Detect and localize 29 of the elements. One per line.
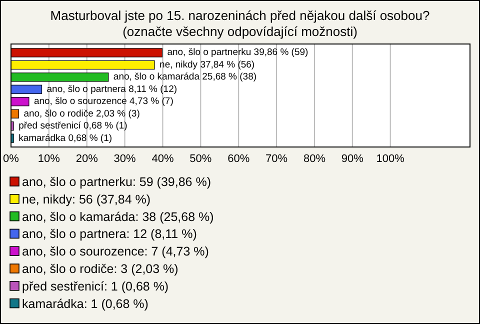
- x-tick-label: 90%: [341, 153, 364, 165]
- data-label: ano, šlo o sourozence 4,73 % (7): [34, 96, 174, 108]
- legend-label: ano, šlo o partnera: 12 (8,11 %): [22, 227, 197, 242]
- x-tick-label: 50%: [190, 153, 212, 165]
- legend-label: ne, nikdy: 56 (37,84 %): [22, 192, 151, 206]
- x-tick-label: 70%: [266, 153, 288, 165]
- data-label: ano, šlo o partnera 8,11 % (12): [46, 84, 178, 95]
- legend-label: ano, šlo o sourozence: 7 (4,73 %): [22, 244, 209, 259]
- x-tick-label: 30%: [114, 153, 136, 165]
- data-label: ano, šlo o rodiče 2,03 % (3): [24, 108, 140, 120]
- data-label: kamarádka 0,68 % (1): [18, 132, 112, 144]
- x-tick-label: 40%: [152, 153, 174, 165]
- data-label: ne, nikdy 37,84 % (56): [160, 59, 255, 70]
- legend-label: kamarádka: 1 (0,68 %): [22, 296, 148, 311]
- legend-label: ano, šlo o kamaráda: 38 (25,68 %): [22, 210, 214, 224]
- x-tick-label: 100%: [376, 153, 405, 165]
- data-label: ano, šlo o partnerku 39,86 % (59): [167, 47, 308, 58]
- legend-label: ano, šlo o partnerku: 59 (39,86 %): [22, 175, 212, 189]
- data-label: ano, šlo o kamaráda 25,68 % (38): [113, 72, 257, 83]
- x-tick-label: 10%: [38, 153, 60, 165]
- legend-label: před sestřenicí: 1 (0,68 %): [22, 279, 169, 294]
- legend-label: ano, šlo o rodiče: 3 (2,03 %): [22, 262, 178, 276]
- chart-subtitle: (označte všechny odpovídající možnosti): [122, 24, 358, 39]
- data-label: před sestřenicí 0,68 % (1): [18, 120, 128, 132]
- x-tick-label: 20%: [76, 153, 98, 165]
- x-tick-label: 0%: [3, 153, 20, 165]
- x-tick-label: 80%: [303, 153, 326, 165]
- chart-title: Masturboval jste po 15. narozeninách před nějakou další osobou?: [50, 8, 430, 23]
- x-tick-label: 60%: [228, 153, 250, 165]
